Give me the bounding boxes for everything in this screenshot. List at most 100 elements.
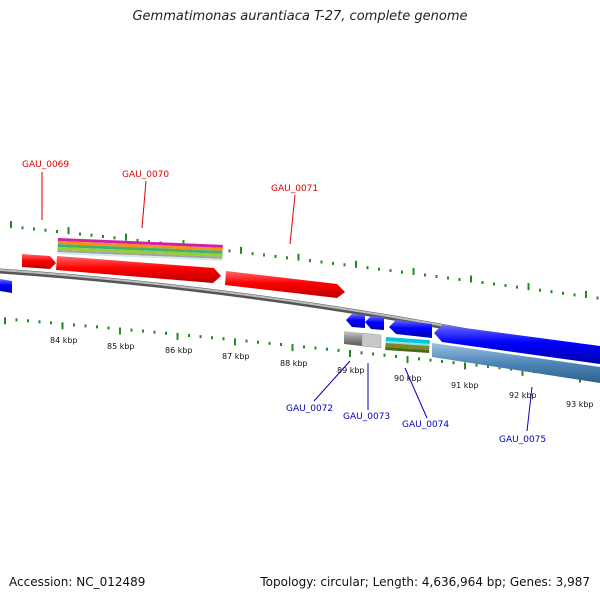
gene-arrow-left-edge[interactable] <box>0 279 12 293</box>
gene-label-gau-0075[interactable]: GAU_0075 <box>499 435 546 445</box>
scale-tick <box>406 356 409 364</box>
scale-tick <box>125 233 127 241</box>
gene-label-gau-0070[interactable]: GAU_0070 <box>122 170 169 180</box>
gene-arrow-gau-0069[interactable] <box>22 254 56 269</box>
scale-tick <box>360 351 363 355</box>
scale-tick <box>61 322 64 330</box>
scale-tick <box>424 273 426 277</box>
feature-bar-gau-0072[interactable] <box>344 331 362 346</box>
scale-tick <box>309 259 311 263</box>
scale-tick <box>130 328 133 332</box>
scale-tick <box>84 324 87 328</box>
scale-tick <box>67 227 70 235</box>
scale-tick <box>418 357 420 361</box>
scale-tick <box>280 343 282 346</box>
scale-tick <box>521 368 524 376</box>
scale-label: 93 kbp <box>566 400 594 409</box>
scale-tick <box>33 227 35 231</box>
scale-tick <box>412 268 415 275</box>
scale-tick <box>10 221 12 229</box>
gene-label-gau-0071[interactable]: GAU_0071 <box>271 184 318 194</box>
scale-tick <box>240 246 242 254</box>
scale-tick <box>343 263 346 267</box>
scale-tick <box>395 354 397 358</box>
scale-tick <box>596 296 599 300</box>
gene-arrow-gau-0070[interactable] <box>56 256 221 283</box>
topology-text: Topology: circular; Length: 4,636,964 bp… <box>260 575 590 589</box>
scale-tick <box>452 361 455 365</box>
scale-labels: 84 kbp 85 kbp 86 kbp 87 kbp 88 kbp 89 kb… <box>50 336 594 409</box>
scale-tick <box>38 320 41 324</box>
scale-label: 89 kbp <box>337 366 365 375</box>
scale-tick <box>96 325 98 329</box>
scale-tick <box>27 319 29 323</box>
feature-bands-gau-0074[interactable] <box>385 336 430 354</box>
scale-label: 87 kbp <box>222 352 250 361</box>
reverse-gene-labels: GAU_0072 GAU_0073 GAU_0074 GAU_0075 <box>286 360 546 445</box>
scale-tick <box>550 290 553 294</box>
scale-label: 88 kbp <box>280 359 308 368</box>
scale-tick <box>188 334 190 337</box>
scale-tick <box>257 340 259 344</box>
reverse-strand-features <box>0 279 600 383</box>
scale-tick <box>389 269 392 273</box>
gene-label-gau-0074[interactable]: GAU_0074 <box>402 420 449 430</box>
map-title: Gemmatimonas aurantiaca T-27, complete g… <box>132 9 468 24</box>
gene-arrow-gau-0074[interactable] <box>389 320 432 338</box>
scale-label: 92 kbp <box>509 391 537 400</box>
gene-label-gau-0073[interactable]: GAU_0073 <box>343 412 390 422</box>
scale-tick <box>516 285 518 289</box>
scale-tick <box>447 276 449 280</box>
scale-tick <box>199 335 202 339</box>
scale-tick <box>136 238 139 242</box>
scale-tick <box>119 327 121 335</box>
scale-tick <box>234 338 236 346</box>
scale-tick <box>464 362 466 370</box>
scale-tick <box>435 275 438 278</box>
scale-ticks-forward <box>10 221 599 300</box>
gene-label-gau-0069[interactable]: GAU_0069 <box>22 160 69 170</box>
scale-tick <box>274 254 277 258</box>
feature-bands-gau-0070[interactable] <box>57 238 223 261</box>
scale-tick <box>142 329 144 333</box>
scale-tick <box>378 267 380 271</box>
scale-tick <box>251 252 254 256</box>
scale-tick <box>21 226 24 230</box>
gene-arrow-gau-0072[interactable] <box>346 314 365 328</box>
scale-tick <box>102 235 104 238</box>
feature-bar-gau-0075[interactable] <box>432 343 600 383</box>
scale-label: 90 kbp <box>394 374 422 383</box>
scale-tick <box>56 230 58 233</box>
scale-tick <box>493 282 495 286</box>
scale-tick <box>268 341 271 345</box>
scale-tick <box>481 281 484 284</box>
scale-tick <box>286 256 288 260</box>
feature-bar-gau-0073[interactable] <box>361 332 382 349</box>
scale-label: 85 kbp <box>107 342 135 351</box>
scale-tick <box>4 317 6 325</box>
scale-tick <box>211 336 213 340</box>
scale-tick <box>366 266 369 270</box>
scale-tick <box>504 284 507 287</box>
scale-label: 86 kbp <box>165 346 193 355</box>
scale-tick <box>429 358 432 362</box>
gene-label-gau-0072[interactable]: GAU_0072 <box>286 404 333 414</box>
scale-tick <box>573 293 576 297</box>
gene-arrow-gau-0073[interactable] <box>365 316 384 330</box>
scale-tick <box>165 331 167 335</box>
scale-tick <box>73 323 75 327</box>
forward-strand-features <box>22 238 345 298</box>
scale-tick <box>401 270 403 274</box>
scale-tick <box>245 339 248 343</box>
gene-arrow-gau-0071[interactable] <box>225 271 345 298</box>
forward-gene-labels: GAU_0069 GAU_0070 GAU_0071 <box>22 160 318 245</box>
gene-arrow-gau-0075[interactable] <box>434 325 600 364</box>
scale-tick <box>79 232 81 236</box>
scale-tick <box>332 261 334 265</box>
scale-tick <box>383 353 386 357</box>
scale-tick <box>176 332 179 340</box>
scale-tick <box>113 236 116 240</box>
scale-tick <box>498 366 501 370</box>
scale-tick <box>562 291 564 295</box>
